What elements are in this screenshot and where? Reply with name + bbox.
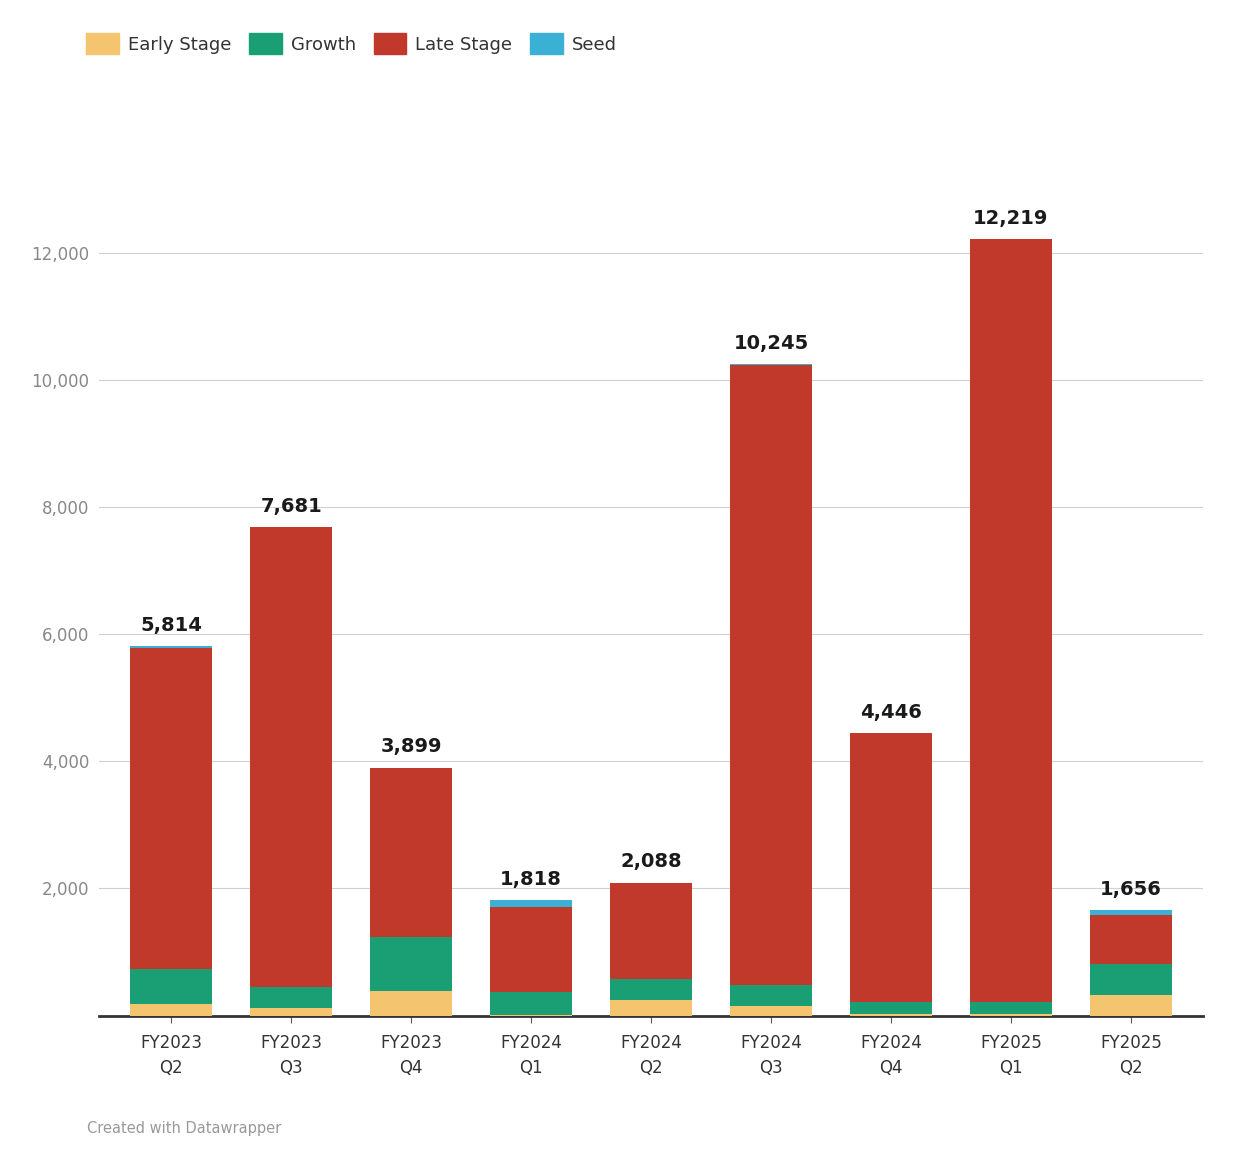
Bar	[970, 1002, 1052, 1014]
Bar	[970, 239, 1052, 1002]
Text: 7,681: 7,681	[260, 497, 322, 516]
Bar	[610, 883, 692, 979]
Bar	[490, 907, 572, 992]
Bar	[610, 979, 692, 999]
Text: 1,818: 1,818	[500, 870, 562, 889]
Bar	[730, 365, 812, 986]
Bar	[130, 646, 212, 647]
Bar	[371, 767, 451, 937]
Text: 1,656: 1,656	[1100, 879, 1162, 899]
Bar	[490, 900, 572, 907]
Text: Created with Datawrapper: Created with Datawrapper	[87, 1122, 281, 1137]
Bar	[1090, 911, 1172, 915]
Text: 4,446: 4,446	[861, 703, 921, 721]
Bar	[130, 647, 212, 969]
Bar	[1090, 964, 1172, 995]
Bar	[1090, 995, 1172, 1016]
Text: 12,219: 12,219	[973, 209, 1049, 227]
Bar	[970, 1014, 1052, 1016]
Bar	[730, 986, 812, 1006]
Bar	[730, 1006, 812, 1016]
Bar	[371, 991, 451, 1016]
Text: 3,899: 3,899	[381, 737, 441, 756]
Bar	[1090, 915, 1172, 964]
Text: 10,245: 10,245	[733, 334, 808, 353]
Bar	[490, 992, 572, 1016]
Bar	[250, 1007, 332, 1016]
Bar	[250, 527, 332, 987]
Bar	[851, 733, 931, 1002]
Bar	[851, 1014, 931, 1016]
Text: 5,814: 5,814	[140, 615, 202, 635]
Bar	[130, 1004, 212, 1016]
Bar	[371, 937, 451, 991]
Bar	[851, 1002, 931, 1014]
Bar	[130, 969, 212, 1004]
Text: 2,088: 2,088	[620, 853, 682, 871]
Legend: Early Stage, Growth, Late Stage, Seed: Early Stage, Growth, Late Stage, Seed	[86, 33, 618, 54]
Bar	[610, 999, 692, 1016]
Bar	[250, 987, 332, 1007]
